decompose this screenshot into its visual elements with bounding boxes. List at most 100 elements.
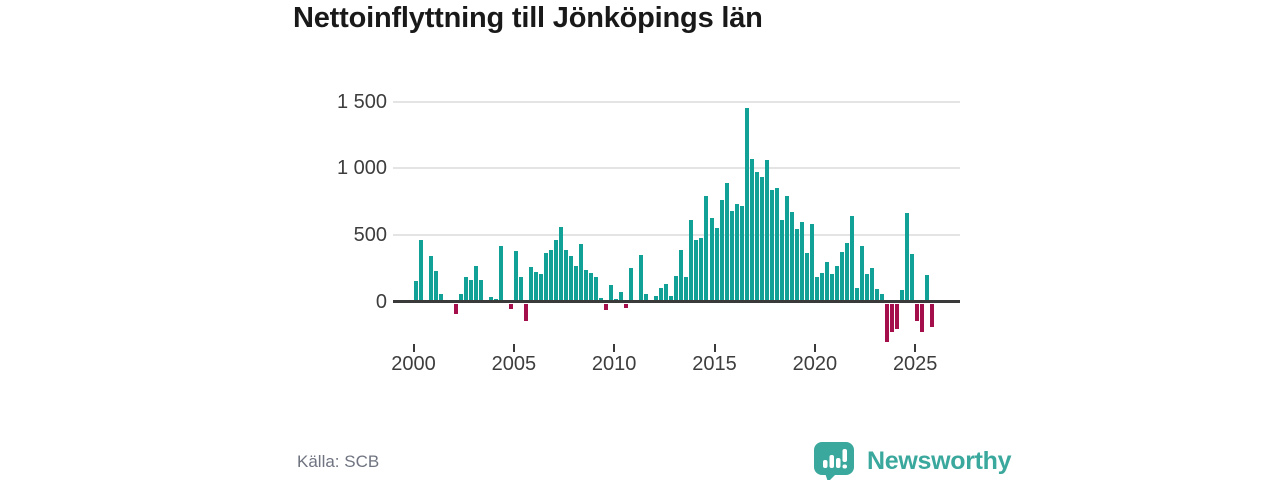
bar-2019-q4: [809, 223, 814, 302]
bar-2024-q3: [905, 212, 910, 302]
bar-2005-q2: [518, 276, 523, 302]
newsworthy-logo: Newsworthy: [813, 441, 1012, 480]
bar-2014-q3: [704, 196, 709, 302]
bar-2015-q2: [719, 200, 724, 302]
bar-2003-q2: [478, 279, 483, 302]
bar-2014-q4: [709, 218, 714, 302]
bar-2007-q2: [558, 226, 563, 302]
bar-2012-q3: [664, 283, 669, 302]
bar-2022-q2: [860, 246, 864, 302]
x-axis-label: 2000: [391, 353, 436, 375]
bar-2021-q3: [844, 242, 849, 302]
bar-2018-q1: [774, 188, 779, 302]
bar-2013-q4: [689, 219, 694, 302]
bar-2009-q3: [604, 304, 609, 310]
bar-2022-q4: [870, 267, 875, 302]
bar-2003-q4: [488, 296, 493, 302]
bar-2013-q2: [679, 249, 684, 302]
bar-2024-q4: [910, 254, 915, 302]
bar-2018-q4: [789, 211, 794, 302]
bar-2020-q3: [824, 262, 829, 302]
source-label: Källa: SCB: [297, 452, 380, 471]
bar-2016-q2: [739, 206, 744, 302]
bar-2008-q1: [574, 265, 579, 302]
bar-2021-q4: [849, 216, 854, 302]
bar-2021-q2: [839, 251, 844, 302]
x-axis-label: 2005: [491, 353, 537, 375]
x-tick-2010: [613, 344, 616, 352]
y-axis-label: 1 000: [336, 157, 387, 180]
bar-2024-q2: [900, 290, 905, 302]
newsworthy-wordmark: Newsworthy: [867, 447, 1012, 475]
gridline-1000: [393, 167, 960, 170]
gridline-500: [393, 233, 960, 236]
bar-2017-q1: [754, 171, 759, 302]
bar-2018-q2: [779, 220, 784, 302]
bar-2010-q4: [629, 267, 634, 302]
bar-2006-q1: [533, 271, 538, 302]
bar-2007-q1: [553, 239, 558, 302]
bar-2016-q3: [744, 108, 749, 302]
bar-2023-q3: [885, 304, 890, 342]
newsworthy-bubble-chart-icon: [813, 441, 857, 480]
bar-2011-q2: [639, 254, 644, 302]
bar-2020-q4: [829, 274, 834, 302]
y-axis-label: 500: [353, 223, 387, 246]
bar-2001-q1: [433, 270, 438, 302]
bar-2001-q2: [438, 294, 443, 302]
bar-2023-q1: [875, 288, 880, 302]
gridline-1500: [393, 100, 960, 103]
bar-2002-q4: [468, 280, 473, 302]
x-axis-label: 2025: [892, 353, 938, 375]
bar-2017-q2: [759, 176, 764, 302]
x-tick-2005: [512, 344, 515, 352]
bar-2017-q3: [764, 160, 769, 302]
bar-2008-q3: [584, 269, 589, 302]
bar-2025-q4: [930, 304, 935, 327]
y-axis-label: 1 500: [336, 90, 387, 113]
bar-2010-q2: [619, 291, 624, 302]
bar-2007-q4: [569, 256, 574, 302]
bar-2009-q4: [609, 284, 614, 302]
bar-2023-q2: [880, 294, 885, 302]
bar-2013-q3: [684, 276, 689, 302]
x-tick-2000: [412, 344, 415, 352]
bar-2012-q4: [669, 295, 674, 302]
bar-2002-q2: [458, 293, 463, 302]
bar-2022-q1: [854, 288, 859, 302]
bar-2020-q1: [814, 276, 819, 302]
bar-2019-q2: [799, 221, 804, 302]
bar-2005-q4: [528, 266, 533, 302]
bar-2006-q3: [543, 252, 548, 302]
bar-2002-q1: [453, 304, 458, 314]
bar-2020-q2: [819, 272, 824, 302]
bar-2005-q1: [513, 250, 518, 302]
bar-2023-q4: [890, 304, 895, 332]
bar-2024-q1: [895, 304, 900, 330]
bar-2002-q3: [463, 276, 468, 302]
bar-2004-q2: [498, 245, 503, 302]
bar-2005-q3: [523, 304, 528, 321]
bar-2007-q3: [564, 249, 568, 302]
bar-2019-q1: [794, 228, 799, 302]
x-axis-label: 2010: [591, 353, 637, 375]
bar-2022-q3: [865, 274, 870, 302]
bar-2016-q1: [734, 204, 739, 302]
x-axis-label: 2020: [792, 353, 838, 375]
bar-2015-q3: [724, 182, 729, 302]
bar-2012-q2: [659, 288, 664, 302]
bar-2003-q1: [473, 265, 478, 302]
x-tick-2020: [813, 344, 816, 352]
chart-title: Nettoinflyttning till Jönköpings län: [293, 2, 763, 34]
bar-2018-q3: [784, 195, 789, 302]
bar-2015-q4: [729, 210, 734, 302]
bar-2021-q1: [834, 265, 839, 302]
bar-2014-q1: [694, 240, 699, 302]
bar-2025-q1: [915, 304, 920, 322]
bar-2019-q3: [804, 252, 809, 302]
bar-2000-q2: [418, 240, 423, 302]
x-tick-2025: [914, 344, 917, 352]
bar-2025-q2: [920, 304, 925, 332]
bar-2014-q2: [699, 238, 704, 302]
